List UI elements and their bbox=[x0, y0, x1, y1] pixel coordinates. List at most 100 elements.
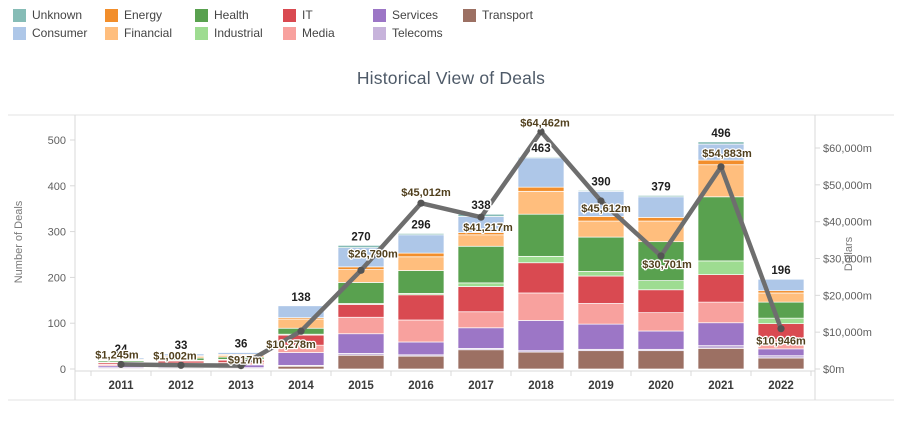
bar-segment-industrial-2021[interactable] bbox=[697, 260, 745, 276]
bar-segment-health-2017[interactable] bbox=[457, 245, 505, 284]
bar-segment-transport-2018[interactable] bbox=[517, 351, 565, 370]
bar-segment-services-2020[interactable] bbox=[637, 330, 685, 350]
bar-segment-media-2020[interactable] bbox=[637, 312, 685, 332]
legend-item-telecoms[interactable]: Telecoms bbox=[373, 27, 443, 40]
bar-segment-media-2021[interactable] bbox=[697, 301, 745, 324]
bar-segment-health-2018[interactable] bbox=[517, 213, 565, 257]
dollars-line-point-2011[interactable] bbox=[117, 360, 125, 369]
bar-segment-transport-2014[interactable] bbox=[277, 365, 325, 370]
dollars-line[interactable] bbox=[118, 129, 784, 368]
legend-item-it[interactable]: IT bbox=[283, 9, 313, 22]
bar-segment-industrial-2017[interactable] bbox=[457, 282, 505, 287]
dollars-line-point-2013[interactable] bbox=[237, 362, 245, 370]
bar-segment-services-2017[interactable] bbox=[457, 327, 505, 349]
bar-segment-financial-2019[interactable] bbox=[577, 220, 625, 238]
bar-segment-transport-2021[interactable] bbox=[697, 348, 745, 370]
bar-segment-media-2018[interactable] bbox=[517, 292, 565, 321]
legend-item-transport[interactable]: Transport bbox=[463, 9, 533, 22]
legend-item-consumer[interactable]: Consumer bbox=[13, 27, 87, 40]
bar-segment-media-2016[interactable] bbox=[397, 319, 445, 343]
bar-segment-health-2022[interactable] bbox=[757, 301, 805, 319]
dollars-line-point-2021[interactable] bbox=[717, 163, 725, 171]
bar-segment-consumer-2016[interactable] bbox=[397, 234, 445, 254]
x-category-label: 2019 bbox=[588, 380, 614, 392]
bar-segment-unknown-2016[interactable] bbox=[397, 233, 445, 236]
legend-item-energy[interactable]: Energy bbox=[105, 9, 162, 22]
dollars-line-point-2020[interactable] bbox=[657, 252, 665, 260]
dollars-line-point-2014[interactable] bbox=[297, 327, 305, 335]
legend-item-media[interactable]: Media bbox=[283, 27, 335, 40]
bar-total-label: 338 bbox=[471, 200, 491, 212]
bar-segment-health-2019[interactable] bbox=[577, 236, 625, 272]
bar-segment-it-2016[interactable] bbox=[397, 294, 445, 321]
bar-segment-consumer-2011[interactable] bbox=[97, 357, 145, 360]
bar-segment-it-2020[interactable] bbox=[637, 289, 685, 314]
legend-swatch-icon bbox=[283, 9, 296, 22]
dollars-line-point-2019[interactable] bbox=[597, 197, 605, 205]
bar-segment-media-2017[interactable] bbox=[457, 311, 505, 329]
bar-segment-services-2022[interactable] bbox=[757, 348, 805, 357]
bar-segment-media-2019[interactable] bbox=[577, 303, 625, 325]
line-value-label: $41,217m bbox=[463, 222, 513, 234]
x-category-label: 2017 bbox=[468, 380, 494, 392]
bar-segment-transport-2017[interactable] bbox=[457, 349, 505, 370]
bar-segment-transport-2016[interactable] bbox=[397, 355, 445, 370]
dollars-line-point-2018[interactable] bbox=[537, 127, 545, 136]
bar-segment-consumer-2020[interactable] bbox=[637, 196, 685, 218]
bar-segment-it-2015[interactable] bbox=[337, 304, 385, 318]
bar-segment-transport-2015[interactable] bbox=[337, 354, 385, 370]
bar-segment-health-2016[interactable] bbox=[397, 270, 445, 294]
bar-segment-services-2014[interactable] bbox=[277, 352, 325, 366]
bar-segment-industrial-2019[interactable] bbox=[577, 271, 625, 277]
dollars-line-point-2016[interactable] bbox=[417, 199, 425, 207]
bar-segment-it-2018[interactable] bbox=[517, 262, 565, 294]
bar-segment-services-2018[interactable] bbox=[517, 320, 565, 352]
bar-segment-financial-2022[interactable] bbox=[757, 292, 805, 303]
bar-segment-unknown-2021[interactable] bbox=[697, 141, 745, 145]
bar-segment-unknown-2020[interactable] bbox=[637, 195, 685, 198]
legend-item-label: Consumer bbox=[32, 26, 88, 40]
bar-segment-transport-2022[interactable] bbox=[757, 357, 805, 370]
bar-segment-unknown-2015[interactable] bbox=[337, 244, 385, 248]
legend-swatch-icon bbox=[373, 27, 386, 40]
bar-segment-consumer-2018[interactable] bbox=[517, 157, 565, 188]
right-tick-label: $10,000m bbox=[823, 327, 872, 339]
bar-segment-financial-2014[interactable] bbox=[277, 318, 325, 329]
bar-segment-health-2020[interactable] bbox=[637, 241, 685, 281]
right-tick-label: $30,000m bbox=[823, 254, 872, 266]
bar-segment-energy-2020[interactable] bbox=[637, 217, 685, 222]
bar-segment-industrial-2020[interactable] bbox=[637, 280, 685, 291]
bar-segment-transport-2020[interactable] bbox=[637, 350, 685, 370]
bar-segment-it-2019[interactable] bbox=[577, 275, 625, 304]
x-category-label: 2014 bbox=[288, 380, 314, 392]
bar-segment-telecoms-2021[interactable] bbox=[697, 345, 745, 349]
bar-segment-unknown-2019[interactable] bbox=[577, 190, 625, 192]
bar-segment-consumer-2014[interactable] bbox=[277, 305, 325, 319]
bar-segment-financial-2016[interactable] bbox=[397, 256, 445, 271]
bar-segment-it-2017[interactable] bbox=[457, 286, 505, 313]
legend-item-unknown[interactable]: Unknown bbox=[13, 9, 82, 22]
bar-segment-it-2021[interactable] bbox=[697, 274, 745, 303]
bar-segment-energy-2016[interactable] bbox=[397, 252, 445, 258]
right-tick-label: $0m bbox=[823, 364, 844, 376]
bar-segment-consumer-2012[interactable] bbox=[157, 353, 205, 357]
legend-item-services[interactable]: Services bbox=[373, 9, 438, 22]
dollars-line-point-2015[interactable] bbox=[357, 266, 365, 274]
bar-segment-services-2019[interactable] bbox=[577, 323, 625, 350]
dollars-line-point-2012[interactable] bbox=[177, 361, 185, 369]
bar-segment-services-2015[interactable] bbox=[337, 333, 385, 354]
bar-segment-services-2021[interactable] bbox=[697, 322, 745, 346]
bar-segment-transport-2019[interactable] bbox=[577, 350, 625, 370]
legend-item-industrial[interactable]: Industrial bbox=[195, 27, 263, 40]
legend-item-financial[interactable]: Financial bbox=[105, 27, 172, 40]
bar-segment-energy-2018[interactable] bbox=[517, 186, 565, 192]
dollars-line-point-2022[interactable] bbox=[777, 325, 785, 333]
bar-segment-financial-2017[interactable] bbox=[457, 234, 505, 247]
bar-segment-financial-2018[interactable] bbox=[517, 190, 565, 215]
bar-segment-services-2016[interactable] bbox=[397, 341, 445, 356]
legend-item-health[interactable]: Health bbox=[195, 9, 249, 22]
dollars-line-point-2017[interactable] bbox=[477, 213, 485, 221]
bar-segment-consumer-2022[interactable] bbox=[757, 278, 805, 292]
bar-segment-media-2015[interactable] bbox=[337, 316, 385, 335]
bar-segment-industrial-2018[interactable] bbox=[517, 255, 565, 264]
